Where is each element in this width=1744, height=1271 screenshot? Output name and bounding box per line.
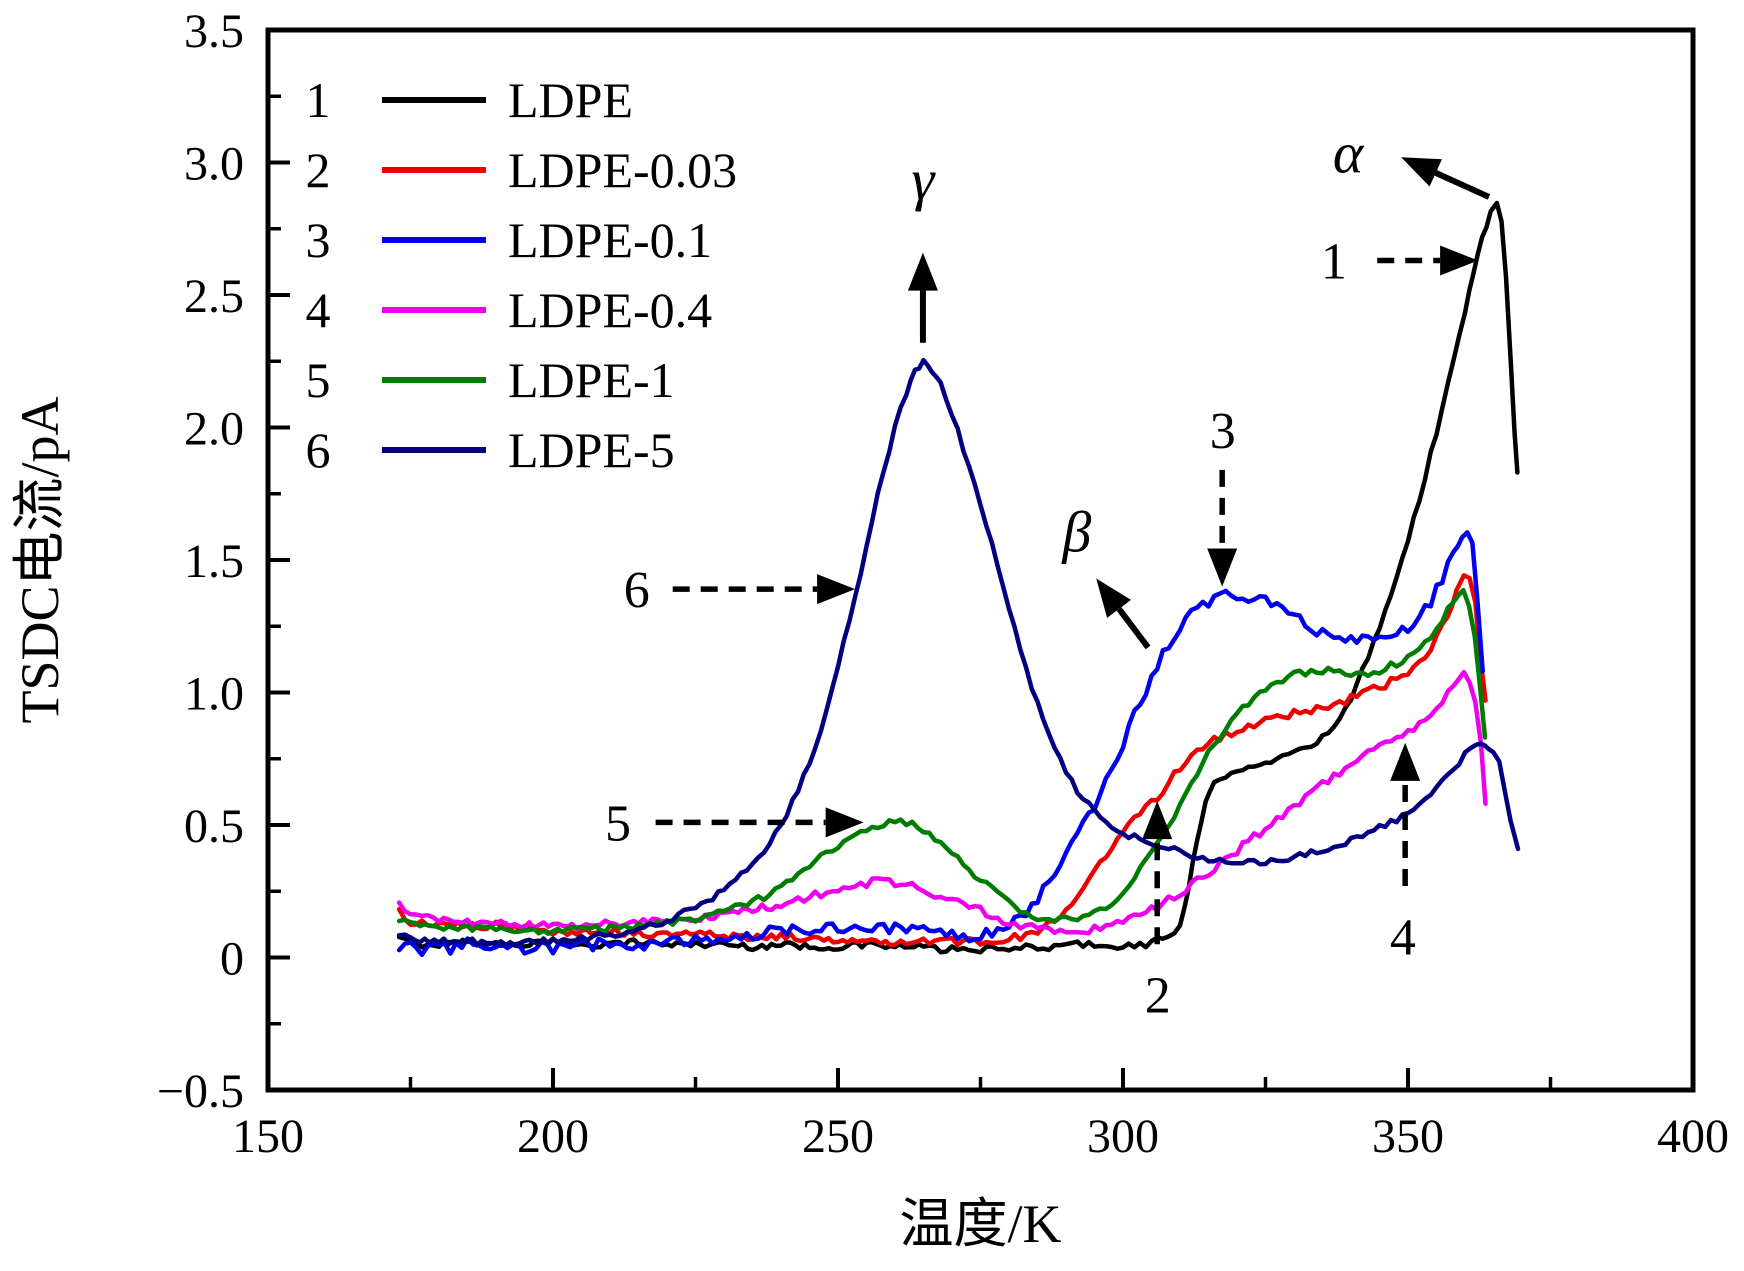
arrowhead xyxy=(825,807,864,838)
arrowhead xyxy=(907,252,938,291)
arrowhead xyxy=(1207,548,1238,587)
legend-label: LDPE xyxy=(508,72,633,128)
y-tick-label: 0.5 xyxy=(184,800,244,853)
annotation-label: 4 xyxy=(1390,909,1416,966)
legend: 1 LDPE 2 LDPE-0.03 3 LDPE-0.1 4 LDPE-0.4 5 LDPE-1… xyxy=(306,72,738,478)
y-tick-label: 2.5 xyxy=(184,270,244,323)
annotation-peak-6: 6 xyxy=(624,562,856,619)
legend-label: LDPE-5 xyxy=(508,422,675,478)
curve-LDPE-5 xyxy=(396,357,1521,947)
arrowhead xyxy=(1096,578,1132,618)
x-tick-label: 350 xyxy=(1372,1110,1444,1163)
y-tick-label: 3.5 xyxy=(184,5,244,58)
legend-label: LDPE-0.1 xyxy=(508,212,712,268)
x-tick-label: 200 xyxy=(517,1110,589,1163)
annotation-label: β xyxy=(1061,500,1091,565)
x-axis-title: 温度/K xyxy=(900,1194,1062,1254)
annotation-gamma: γ xyxy=(907,147,938,343)
arrowhead xyxy=(1440,245,1479,276)
arrowhead xyxy=(1401,157,1442,187)
annotation-beta: β xyxy=(1061,500,1151,650)
y-tick-label: 1.0 xyxy=(184,668,244,721)
curve-LDPE-0.03 xyxy=(396,573,1488,948)
y-axis-ticks: −0.5 0 0.5 1.0 1.5 2.0 2.5 3.0 3.5 xyxy=(157,5,290,1118)
curve-LDPE-0.1 xyxy=(396,530,1485,958)
y-tick-label: 0 xyxy=(220,933,244,986)
legend-label: LDPE-1 xyxy=(508,352,675,408)
y-tick-label: −0.5 xyxy=(157,1065,244,1118)
solid-arrow-shaft xyxy=(1434,170,1491,200)
annotation-peak-3: 3 xyxy=(1207,403,1238,587)
x-tick-label: 150 xyxy=(232,1110,304,1163)
legend-index: 3 xyxy=(306,212,331,268)
y-axis-title: TSDC电流/pA xyxy=(10,396,70,723)
curve-LDPE-0.4 xyxy=(396,669,1488,936)
annotation-label: 6 xyxy=(624,562,650,619)
annotation-label: 1 xyxy=(1321,234,1347,291)
x-tick-label: 300 xyxy=(1087,1110,1159,1163)
annotation-peak-5: 5 xyxy=(605,795,864,852)
y-tick-label: 1.5 xyxy=(184,535,244,588)
legend-index: 2 xyxy=(306,142,331,198)
curve-LDPE-1 xyxy=(396,587,1488,936)
annotation-label: γ xyxy=(912,147,937,212)
annotation-label: 5 xyxy=(605,795,631,852)
x-axis-ticks: 150 200 250 300 350 400 xyxy=(232,1068,1729,1163)
annotation-peak-2: 2 xyxy=(1142,801,1173,1025)
annotation-label: α xyxy=(1333,121,1365,186)
solid-arrow-shaft xyxy=(1116,607,1151,650)
annotation-label: 3 xyxy=(1210,403,1236,460)
legend-label: LDPE-0.03 xyxy=(508,142,737,198)
legend-index: 4 xyxy=(306,282,331,338)
annotation-peak-1: 1 xyxy=(1321,234,1479,291)
y-tick-label: 2.0 xyxy=(184,403,244,456)
annotation-alpha: α xyxy=(1333,121,1491,200)
annotation-label: 2 xyxy=(1145,968,1171,1025)
annotation-peak-4: 4 xyxy=(1390,742,1421,966)
legend-index: 6 xyxy=(306,422,331,478)
arrowhead xyxy=(1390,742,1421,781)
x-tick-label: 250 xyxy=(802,1110,874,1163)
legend-label: LDPE-0.4 xyxy=(508,282,712,338)
legend-index: 5 xyxy=(306,352,331,408)
arrowhead xyxy=(817,574,856,605)
legend-index: 1 xyxy=(306,72,331,128)
x-tick-label: 400 xyxy=(1657,1110,1729,1163)
arrowhead xyxy=(1142,801,1173,840)
y-tick-label: 3.0 xyxy=(184,138,244,191)
